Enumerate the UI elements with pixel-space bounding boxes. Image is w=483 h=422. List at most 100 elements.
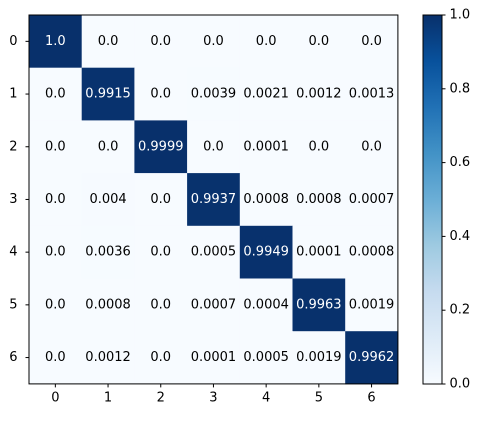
heatmap-cell [292,120,346,174]
cell-value-label: 0.0039 [191,87,237,102]
cell-value-label: 0.0 [98,139,119,154]
cell-value-label: 0.0008 [296,192,342,207]
y-tick-label: 3 [9,192,17,207]
heatmap-cell [134,278,188,332]
cell-value-label: 0.0 [150,34,171,49]
cell-value-label: 0.0 [45,297,66,312]
cell-value-label: 0.0001 [296,245,342,260]
heatmap-cell [29,173,82,227]
cell-value-label: 0.9963 [296,297,342,312]
heatmap-cell [29,278,82,332]
heatmap-cell [345,331,399,385]
cell-value-label: 0.0 [309,139,330,154]
cell-value-label: 0.0 [361,34,382,49]
heatmap-cell [292,173,346,227]
cell-value-label: 0.0007 [191,297,237,312]
cell-value-label: 0.0036 [85,245,131,260]
cell-value-label: 0.0019 [296,350,342,365]
cell-value-label: 0.0004 [243,297,289,312]
heatmap-cell [29,67,82,121]
cell-value-label: 0.004 [89,192,126,207]
colorbar-tick-label: 0.6 [450,155,471,170]
cell-value-label: 0.0 [203,139,224,154]
y-axis: 0 1 2 3 4 5 6 [9,34,29,365]
y-tick-label: 1 [9,87,17,102]
heatmap-cell [187,331,241,385]
heatmap-cell [292,331,346,385]
cell-value-label: 0.0012 [85,350,131,365]
cell-value-label: 0.0008 [243,192,289,207]
cell-value-label: 0.0 [203,34,224,49]
heatmap-cell [134,173,188,227]
x-tick-label: 3 [209,390,217,405]
heatmap-cell [345,67,399,121]
cell-value-label: 1.0 [45,34,66,49]
heatmap-cell [81,173,135,227]
x-tick-label: 5 [315,390,323,405]
cell-value-label: 0.0019 [349,297,395,312]
heatmap-cell [187,67,241,121]
colorbar [423,15,442,384]
x-tick-label: 6 [367,390,375,405]
heatmap-cell [239,120,293,174]
colorbar-tick-label: 0.4 [450,229,471,244]
heatmap-cell [187,15,241,68]
heatmap-cell [292,15,346,68]
colorbar-tick-label: 1.0 [450,8,471,23]
cell-value-label: 0.0021 [243,87,289,102]
x-tick-label: 2 [157,390,165,405]
heatmap-cell [239,331,293,385]
cell-value-label: 0.0 [45,192,66,207]
heatmap-cell [81,67,135,121]
y-tick-label: 6 [9,350,17,365]
heatmap-cell [345,278,399,332]
colorbar-tick-label: 0.8 [450,81,471,96]
heatmap-cell [81,225,135,279]
cell-value-label: 0.0001 [243,139,289,154]
cell-value-label: 0.0008 [349,245,395,260]
heatmap-cell [81,278,135,332]
cell-labels: 1.0 0.0 0.0 0.0 0.0 0.0 0.0 0.0 0.9915 0.0 0.0039 0… [45,34,394,365]
cell-value-label: 0.0005 [191,245,237,260]
cell-value-label: 0.0 [45,350,66,365]
y-tick-label: 0 [9,34,17,49]
colorbar-frame [422,14,443,385]
y-tick-label: 2 [9,139,17,154]
heatmap-cell [81,120,135,174]
heatmap-cell [29,225,82,279]
heatmap-cell [187,120,241,174]
heatmap-cell [134,15,188,68]
cell-value-label: 0.0 [45,245,66,260]
cell-value-label: 0.0 [98,34,119,49]
cell-value-label: 0.0001 [191,350,237,365]
cell-value-label: 0.9999 [138,139,184,154]
heatmap-cell [292,225,346,279]
heatmap-cell [134,225,188,279]
heatmap-cell [345,120,399,174]
heatmap-cell [81,15,135,68]
heatmap-cell [292,278,346,332]
cell-value-label: 0.0 [45,139,66,154]
heatmap-cells [29,15,399,385]
cell-value-label: 0.9949 [243,245,289,260]
heatmap-cell [134,67,188,121]
heatmap-cell [239,67,293,121]
heatmap-cell [239,225,293,279]
cell-value-label: 0.9937 [191,192,237,207]
colorbar-tick-label: 0.0 [450,377,471,392]
colorbar-tick-label: 0.2 [450,303,471,318]
cell-value-label: 0.0 [45,87,66,102]
heatmap-cell [29,331,82,385]
heatmap-cell [345,15,399,68]
heatmap-cell [187,173,241,227]
heatmap-cell [187,278,241,332]
cell-value-label: 0.0 [361,139,382,154]
y-tick-label: 5 [9,297,17,312]
cell-value-label: 0.0 [150,350,171,365]
x-tick-label: 1 [104,390,112,405]
cell-value-label: 0.0013 [349,87,395,102]
cell-value-label: 0.0 [150,192,171,207]
cell-value-label: 0.0 [150,245,171,260]
cell-value-label: 0.0 [309,34,330,49]
